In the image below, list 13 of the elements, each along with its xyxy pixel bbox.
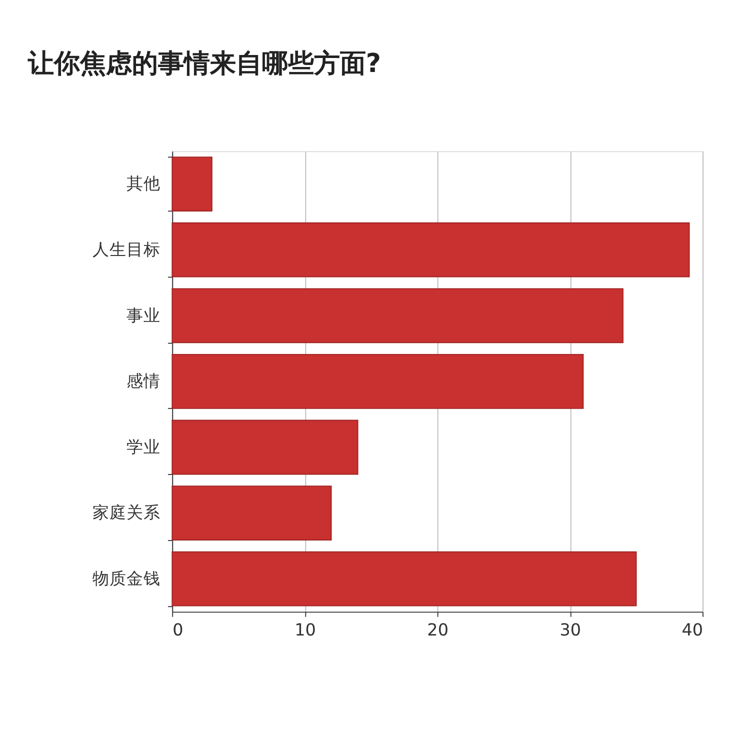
y-tick-label: 学业 (126, 436, 161, 456)
x-tick-label: 30 (560, 619, 582, 640)
y-tick-label: 事业 (126, 304, 161, 325)
x-tick-label: 20 (427, 619, 448, 640)
y-tick-label: 人生目标 (92, 238, 161, 259)
x-tick-label: 40 (682, 619, 704, 640)
y-tick-label: 其他 (126, 173, 161, 194)
chart-title: 让你焦虑的事情来自哪些方面? (26, 49, 382, 80)
y-tick-label: 感情 (126, 370, 161, 391)
x-tick-label: 0 (172, 619, 184, 640)
y-tick-label: 家庭关系 (92, 502, 161, 522)
x-tick-label: 10 (294, 619, 316, 640)
y-tick-label: 物质金钱 (92, 568, 161, 588)
